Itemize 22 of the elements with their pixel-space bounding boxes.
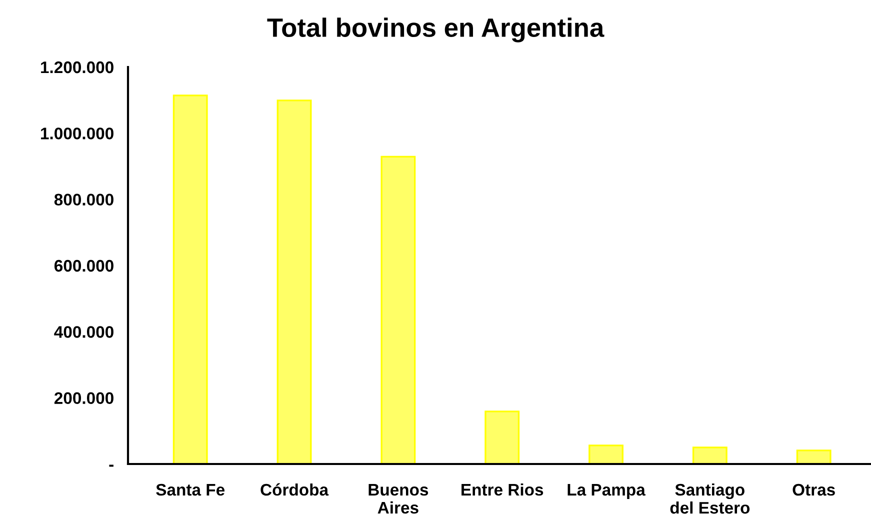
bar [380,156,416,464]
bar [276,100,312,464]
y-tick-label: 800.000 [54,194,114,206]
chart-title: Total bovinos en Argentina [267,18,604,42]
y-tick-label: 1.000.000 [41,128,114,140]
x-tick-label: Entre Rios [462,483,544,496]
bar [172,94,208,464]
y-tick-label: 1.200.000 [41,61,114,74]
x-tick-label: Santa Fe [156,484,225,496]
x-tick-label: Santiago del Estero [670,483,750,514]
bar [484,410,520,464]
bar [796,450,832,464]
bar [588,444,624,464]
x-tick-label: Otras [792,484,835,496]
x-tick-label: Córdoba [260,483,329,496]
y-tick-label: - [109,464,114,467]
x-tick-label: La Pampa [568,484,646,499]
y-tick-label: 600.000 [54,260,114,272]
y-tick-label: 200.000 [54,392,114,404]
y-tick-label: 400.000 [54,326,114,338]
bar [692,446,728,464]
x-tick-label: Buenos Aires [368,484,428,514]
